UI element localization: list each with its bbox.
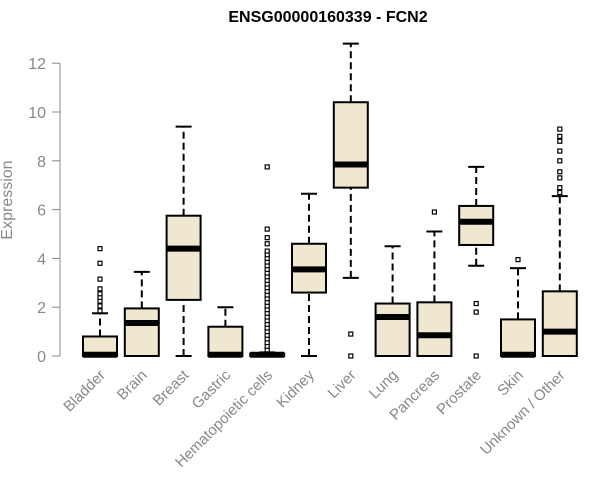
box-group [500,257,536,358]
box-series-group [82,42,578,359]
outlier-point [515,257,521,263]
outlier-point [264,226,270,232]
box-group [123,270,160,358]
y-axis: 0 2 4 6 8 10 12 [28,56,61,366]
x-tick-label: Bladder [60,367,109,416]
box-group [374,245,411,358]
box-group [82,246,118,358]
outlier-point [557,189,563,196]
x-tick-label: Prostate [433,367,485,419]
box-group [291,192,327,357]
y-tick-label: 10 [28,105,46,122]
outlier-point [431,209,437,215]
x-tick-label: Brain [114,367,151,404]
outlier-point [557,158,563,164]
box-iqr [541,290,578,357]
box-group [332,42,369,359]
outlier-point [557,148,563,154]
x-tick-label: Breast [150,366,193,409]
y-tick-label: 6 [37,203,46,220]
box-iqr [332,101,369,189]
box-iqr [207,325,244,358]
outlier-point [97,286,103,292]
y-tick-label: 4 [37,251,46,268]
y-tick-label: 2 [37,300,46,317]
box-iqr [500,318,536,357]
outlier-point [557,169,563,175]
outlier-point [557,185,563,191]
outlier-point [473,309,479,315]
box-iqr [458,204,495,246]
box-group [165,125,202,357]
box-group [458,165,495,359]
x-tick-label: Kidney [273,366,318,411]
outlier-point [473,300,479,307]
outlier-point [557,126,563,132]
outlier-point [97,291,103,297]
outlier-point [97,276,103,282]
outlier-point [557,133,563,139]
box-iqr [416,301,453,358]
outlier-point [473,353,479,359]
box-group [207,306,244,358]
outlier-point [264,235,270,241]
y-tick-label: 12 [28,56,46,73]
outlier-point [264,241,270,247]
box-group [249,164,286,358]
y-tick-label: 0 [37,349,46,366]
outlier-point [97,308,103,314]
x-tick-label: Lung [366,367,402,403]
box-group [416,209,453,358]
outlier-point [97,260,103,266]
box-group [541,126,578,357]
outlier-point [348,331,354,337]
box-iqr [374,302,411,358]
y-tick-label: 8 [37,154,46,171]
x-tick-label: Skin [494,367,527,400]
y-axis-label: Expression [0,160,16,239]
outlier-point [348,353,354,359]
outlier-point [264,248,270,254]
box-iqr [123,307,160,358]
outlier-point [97,303,103,309]
outlier-point [557,175,563,181]
box-iqr [165,214,202,301]
outlier-point [97,246,103,252]
x-tick-label: Liver [325,367,360,402]
outlier-point [557,138,563,144]
outlier-point [264,164,270,170]
chart-title: ENSG00000160339 - FCN2 [228,9,427,26]
